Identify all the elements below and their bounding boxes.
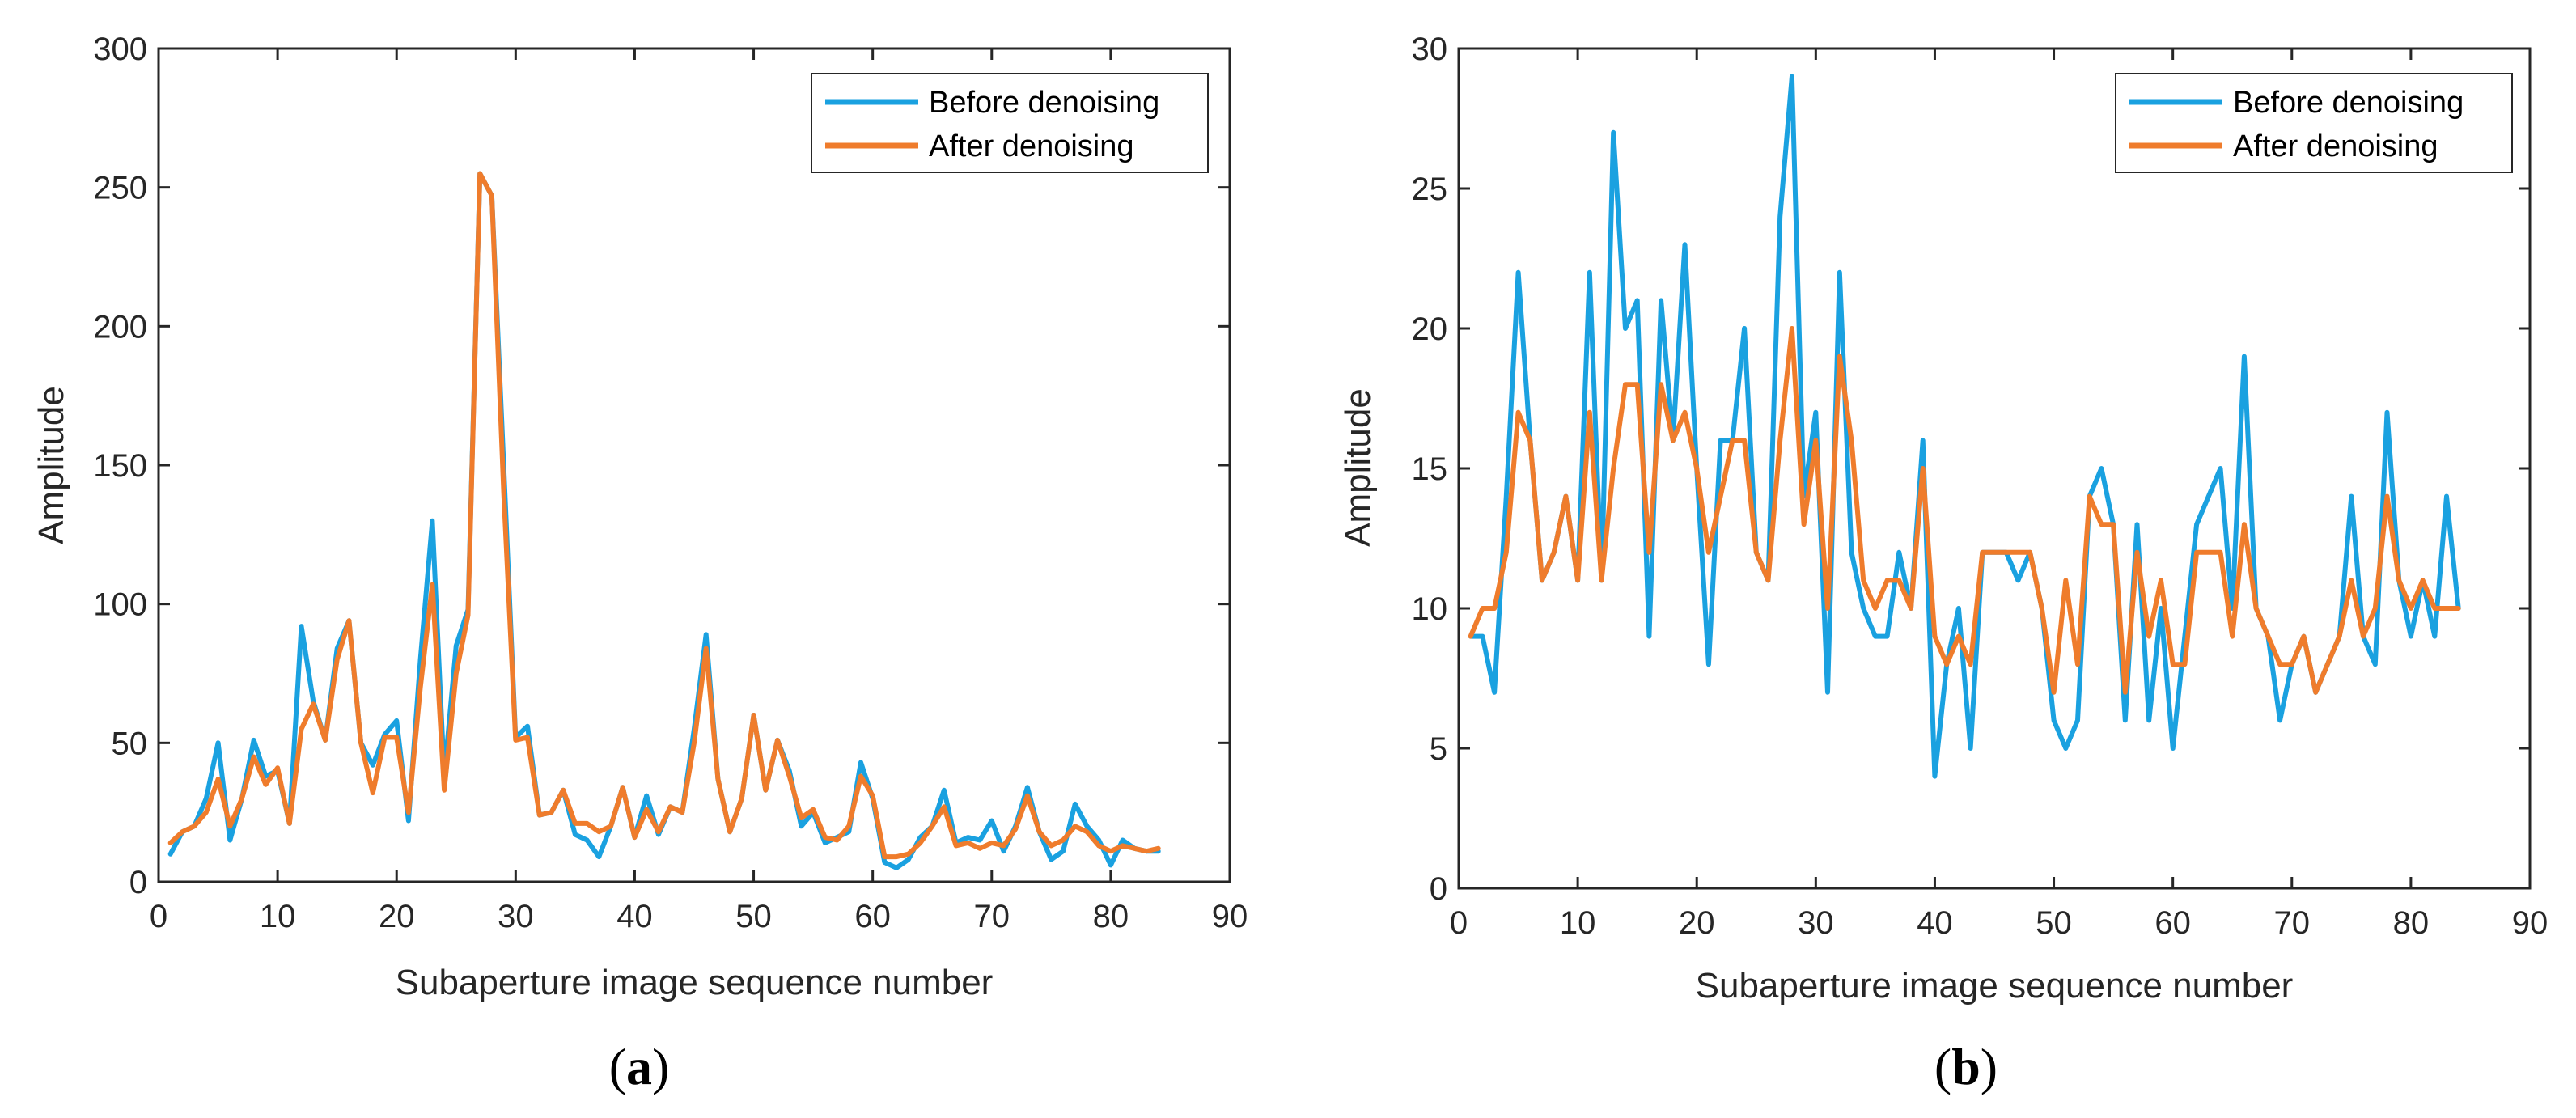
x-tick-label: 80 — [1093, 899, 1129, 934]
x-tick-label: 70 — [974, 899, 1010, 934]
x-tick-label: 30 — [498, 899, 534, 934]
plot-area — [1459, 49, 2530, 888]
x-tick-label: 60 — [854, 899, 891, 934]
x-tick-label: 60 — [2154, 905, 2191, 941]
series-group — [1468, 74, 2461, 779]
x-tick-label: 50 — [2036, 905, 2072, 941]
legend-label-after: After denoising — [2233, 129, 2438, 163]
y-tick-label: 0 — [1430, 871, 1447, 907]
x-axis-ticks: 0 10 20 30 40 50 60 70 80 90 — [1450, 49, 2548, 941]
x-tick-label: 70 — [2274, 905, 2311, 941]
x-tick-label: 10 — [1560, 905, 1596, 941]
panel-b-chart: 0 10 20 30 40 50 60 70 80 90 0 5 10 15 20 25 30 Before … — [1338, 32, 2548, 1095]
legend: Before denoising After denoising — [2115, 73, 2513, 173]
x-axis-label: Subaperture image sequence number — [396, 963, 994, 1002]
x-tick-label: 0 — [150, 899, 167, 934]
panel-caption: (b) — [1934, 1038, 1998, 1095]
x-tick-label: 30 — [1798, 905, 1834, 941]
y-tick-label: 150 — [93, 448, 147, 484]
y-tick-label: 15 — [1412, 451, 1448, 487]
y-axis-label: Amplitude — [1338, 388, 1378, 547]
y-axis-label: Amplitude — [32, 386, 71, 544]
series-group — [167, 171, 1161, 870]
x-tick-label: 10 — [260, 899, 296, 934]
legend: Before denoising After denoising — [811, 73, 1209, 173]
y-axis-ticks: 0 5 10 15 20 25 30 — [1412, 32, 2530, 907]
y-tick-label: 250 — [93, 171, 147, 206]
x-tick-label: 90 — [1212, 899, 1248, 934]
series-line-after-denoising — [1468, 326, 2461, 695]
y-tick-label: 5 — [1430, 731, 1447, 767]
y-tick-label: 300 — [93, 32, 147, 67]
legend-label-after: After denoising — [929, 129, 1134, 163]
y-tick-label: 25 — [1412, 172, 1448, 207]
x-tick-label: 0 — [1450, 905, 1468, 941]
panel-a-chart: 0 10 20 30 40 50 60 70 80 90 0 50 100 150 200 250 300 B… — [32, 32, 1248, 1095]
x-axis-ticks: 0 10 20 30 40 50 60 70 80 90 — [150, 49, 1248, 934]
x-tick-label: 80 — [2393, 905, 2430, 941]
y-tick-label: 100 — [93, 587, 147, 623]
y-axis-ticks: 0 50 100 150 200 250 300 — [93, 32, 1230, 900]
y-tick-label: 30 — [1412, 32, 1448, 67]
y-tick-label: 200 — [93, 309, 147, 345]
x-axis-label: Subaperture image sequence number — [1696, 966, 2294, 1006]
y-tick-label: 10 — [1412, 591, 1448, 627]
x-tick-label: 40 — [1917, 905, 1953, 941]
x-tick-label: 50 — [735, 899, 772, 934]
legend-box — [2115, 73, 2513, 173]
legend-label-before: Before denoising — [2233, 86, 2464, 120]
legend-label-before: Before denoising — [929, 86, 1159, 120]
x-tick-label: 90 — [2512, 905, 2548, 941]
panel-caption: (a) — [609, 1038, 670, 1095]
series-line-after-denoising — [167, 171, 1161, 860]
x-tick-label: 20 — [379, 899, 415, 934]
y-tick-label: 20 — [1412, 311, 1448, 347]
x-tick-label: 20 — [1679, 905, 1715, 941]
y-tick-label: 0 — [129, 865, 147, 900]
x-tick-label: 40 — [616, 899, 653, 934]
legend-box — [811, 73, 1209, 173]
y-tick-label: 50 — [112, 726, 148, 761]
